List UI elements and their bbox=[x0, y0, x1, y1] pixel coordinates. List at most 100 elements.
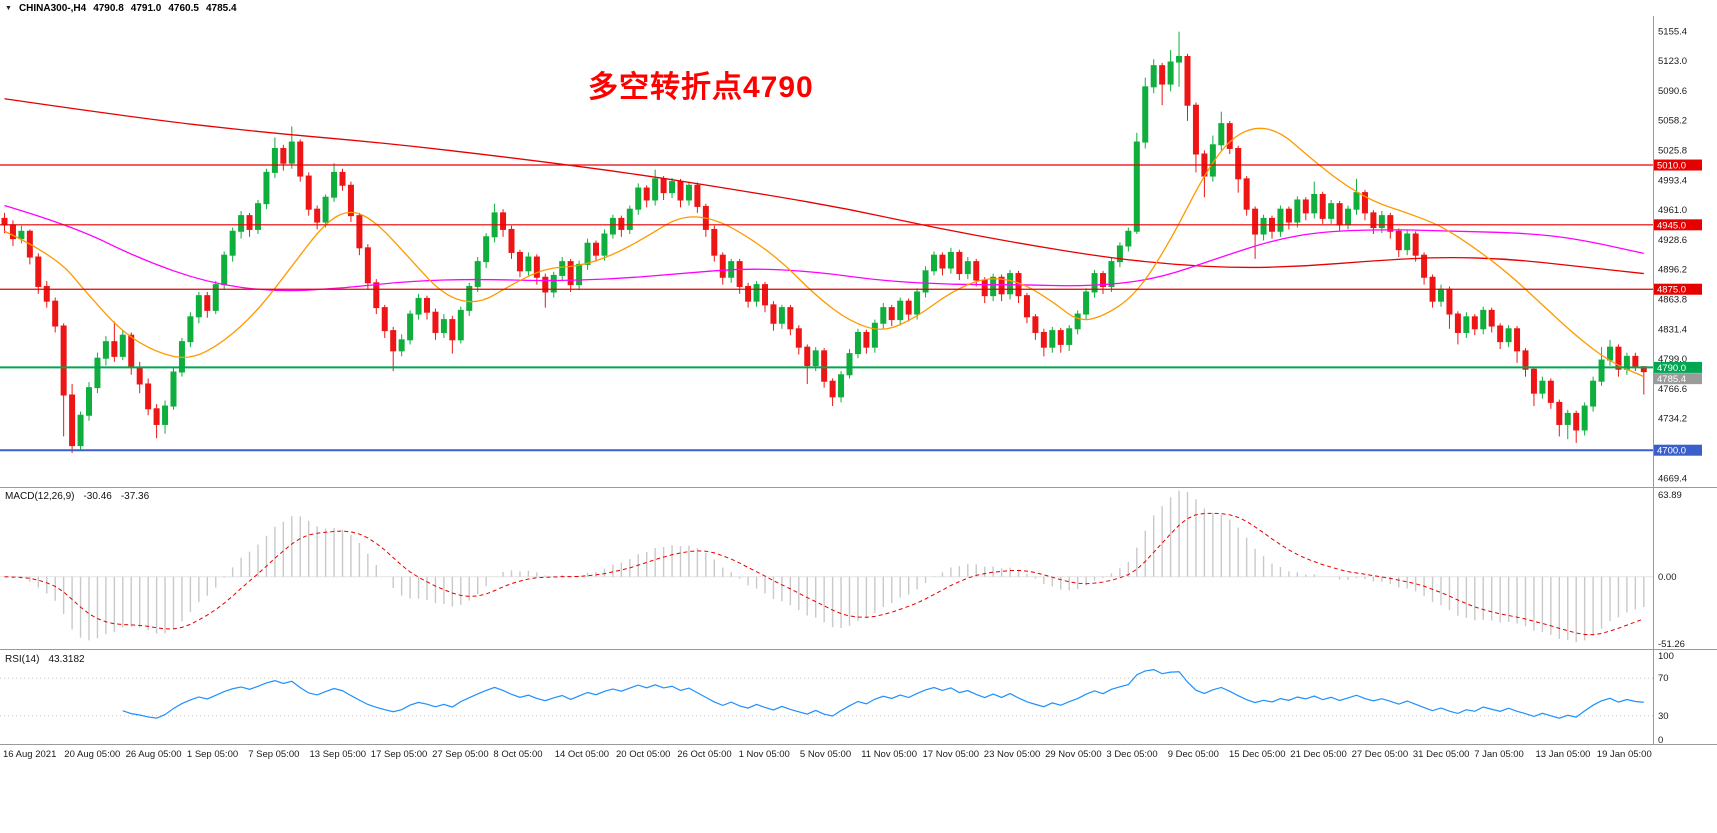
candle-body bbox=[432, 311, 439, 333]
macd-layer bbox=[0, 490, 1653, 643]
candle-body bbox=[1480, 309, 1487, 330]
candle-body bbox=[1235, 147, 1242, 180]
svg-text:9 Dec 05:00: 9 Dec 05:00 bbox=[1168, 749, 1219, 760]
candle-body bbox=[635, 187, 642, 210]
svg-text:17 Nov 05:00: 17 Nov 05:00 bbox=[923, 749, 980, 760]
candle-body bbox=[263, 171, 270, 205]
candle-body bbox=[567, 261, 574, 286]
svg-text:20 Oct 05:00: 20 Oct 05:00 bbox=[616, 749, 670, 760]
svg-text:4993.4: 4993.4 bbox=[1658, 175, 1687, 186]
candle-body bbox=[584, 242, 591, 265]
candle-body bbox=[60, 325, 67, 396]
candle-body bbox=[128, 334, 135, 368]
candle-body bbox=[508, 228, 515, 253]
candle-body bbox=[669, 181, 676, 194]
candle-body bbox=[364, 247, 371, 284]
candle-body bbox=[449, 319, 456, 341]
svg-text:5058.2: 5058.2 bbox=[1658, 116, 1687, 127]
annotation-text: 多空转折点4790 bbox=[588, 71, 814, 104]
candle-body bbox=[1463, 316, 1470, 333]
candle-body bbox=[931, 254, 937, 272]
candle-body bbox=[86, 387, 92, 416]
svg-text:63.89: 63.89 bbox=[1658, 490, 1682, 501]
candle-body bbox=[1378, 215, 1385, 229]
collapse-arrow-icon[interactable]: ▼ bbox=[5, 4, 12, 12]
macd-signal-line bbox=[4, 512, 1644, 636]
svg-text:4928.6: 4928.6 bbox=[1658, 235, 1687, 246]
candle-body bbox=[685, 184, 692, 201]
candle-body bbox=[466, 285, 473, 311]
candle-body bbox=[1514, 328, 1521, 352]
svg-text:3 Dec 05:00: 3 Dec 05:00 bbox=[1106, 749, 1157, 760]
svg-text:4790.0: 4790.0 bbox=[1657, 363, 1686, 374]
candle-body bbox=[398, 339, 405, 352]
candle-body bbox=[795, 328, 802, 348]
candle-body bbox=[821, 350, 828, 382]
candle-body bbox=[914, 291, 921, 315]
candle-body bbox=[1522, 350, 1529, 370]
price-tag bbox=[1654, 219, 1702, 231]
candle-body bbox=[238, 215, 245, 232]
candle-body bbox=[1471, 316, 1478, 330]
candle-body bbox=[1497, 325, 1504, 343]
candle-body bbox=[516, 251, 523, 272]
candle-body bbox=[1159, 65, 1166, 85]
candle-body bbox=[1590, 380, 1597, 407]
candle-body bbox=[407, 313, 414, 341]
candle-body bbox=[1252, 208, 1259, 235]
candle-body bbox=[525, 256, 532, 272]
candle-body bbox=[1573, 412, 1580, 431]
candle-body bbox=[1539, 380, 1546, 394]
candle-body bbox=[1192, 104, 1199, 155]
svg-text:4831.4: 4831.4 bbox=[1658, 324, 1687, 335]
svg-text:8 Oct 05:00: 8 Oct 05:00 bbox=[493, 749, 542, 760]
candle-body bbox=[1530, 368, 1537, 394]
svg-text:4669.4: 4669.4 bbox=[1658, 473, 1687, 484]
candle-body bbox=[1142, 86, 1149, 143]
candle-body bbox=[998, 276, 1005, 295]
svg-text:5010.0: 5010.0 bbox=[1657, 161, 1686, 172]
svg-text:27 Sep 05:00: 27 Sep 05:00 bbox=[432, 749, 489, 760]
candle-body bbox=[322, 196, 329, 223]
candle-body bbox=[677, 181, 684, 201]
candle-body bbox=[1361, 192, 1368, 214]
candle-body bbox=[187, 316, 194, 343]
candle-body bbox=[1260, 217, 1267, 235]
price-tag bbox=[1654, 373, 1702, 385]
candle-body bbox=[1108, 261, 1115, 287]
svg-text:4766.6: 4766.6 bbox=[1658, 384, 1687, 395]
candle-body bbox=[753, 284, 760, 302]
candle-body bbox=[559, 261, 566, 276]
mid-ma bbox=[4, 204, 1644, 292]
candle-body bbox=[812, 350, 819, 367]
candle-body bbox=[1370, 212, 1377, 229]
svg-text:19 Jan 05:00: 19 Jan 05:00 bbox=[1597, 749, 1652, 760]
candle-body bbox=[102, 341, 109, 359]
candle-body bbox=[1243, 178, 1250, 210]
candle-body bbox=[221, 254, 228, 286]
svg-text:31 Dec 05:00: 31 Dec 05:00 bbox=[1413, 749, 1470, 760]
bar-low-value: 4760.5 bbox=[168, 2, 199, 14]
candle-body bbox=[643, 187, 650, 201]
candle-body bbox=[1007, 273, 1014, 295]
candle-body bbox=[195, 295, 202, 318]
candle-body bbox=[1100, 273, 1106, 287]
candle-body bbox=[1319, 193, 1326, 219]
candle-body bbox=[373, 282, 380, 309]
candle-body bbox=[694, 184, 701, 207]
candle-body bbox=[770, 304, 777, 324]
candle-body bbox=[94, 357, 101, 389]
candle-body bbox=[280, 147, 287, 164]
candle-body bbox=[170, 371, 177, 407]
svg-text:1 Sep 05:00: 1 Sep 05:00 bbox=[187, 749, 238, 760]
candle-body bbox=[593, 242, 599, 256]
rsi-layer bbox=[0, 669, 1653, 719]
candle-body bbox=[964, 261, 971, 275]
candle-body bbox=[888, 307, 895, 321]
candle-body bbox=[77, 414, 84, 447]
candle-body bbox=[255, 203, 261, 230]
candle-body bbox=[1505, 328, 1512, 343]
candle-body bbox=[626, 208, 633, 230]
svg-text:4734.2: 4734.2 bbox=[1658, 414, 1687, 425]
